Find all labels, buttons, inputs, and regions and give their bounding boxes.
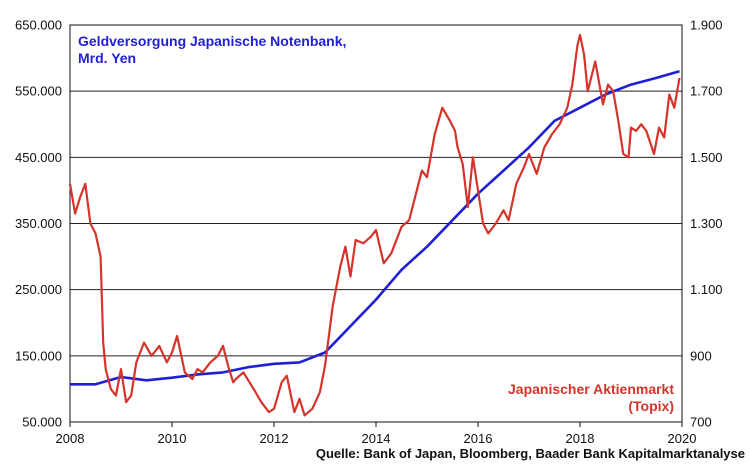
legend-money-supply-line2: Mrd. Yen — [78, 50, 136, 66]
left-tick-label: 250.000 — [15, 282, 62, 297]
left-tick-label: 650.000 — [15, 18, 62, 33]
right-axis-ticks: 700 900 1.100 1.300 1.500 1.700 1.900 — [690, 18, 723, 430]
legend-money-supply-line1: Geldversorgung Japanische Notenbank, — [78, 33, 346, 49]
left-tick-label: 450.000 — [15, 150, 62, 165]
x-tick-label: 2010 — [158, 431, 187, 446]
right-tick-label: 1.500 — [690, 150, 723, 165]
x-tick-label: 2012 — [260, 431, 289, 446]
right-tick-label: 1.300 — [690, 216, 723, 231]
left-tick-label: 550.000 — [15, 84, 62, 99]
x-tick-label: 2016 — [464, 431, 493, 446]
right-tick-label: 1.700 — [690, 84, 723, 99]
x-tick-label: 2008 — [56, 431, 85, 446]
left-tick-label: 150.000 — [15, 348, 62, 363]
legend-topix-line1: Japanischer Aktienmarkt — [508, 381, 674, 397]
source-note: Quelle: Bank of Japan, Bloomberg, Baader… — [316, 446, 745, 461]
left-tick-label: 350.000 — [15, 216, 62, 231]
x-tick-label: 2014 — [362, 431, 391, 446]
series-line-money-supply — [70, 70, 680, 386]
series-line-topix — [68, 33, 681, 417]
right-tick-label: 700 — [690, 415, 712, 430]
x-axis-ticks: 2008 2010 2012 2014 2016 2018 2020 — [56, 422, 697, 446]
right-tick-label: 1.100 — [690, 282, 723, 297]
x-tick-label: 2018 — [566, 431, 595, 446]
left-tick-label: 50.000 — [22, 415, 62, 430]
right-tick-label: 900 — [690, 348, 712, 363]
x-tick-label: 2020 — [668, 431, 697, 446]
legend-topix-line2: (Topix) — [628, 398, 674, 414]
right-tick-label: 1.900 — [690, 18, 723, 33]
left-axis-ticks: 50.000 150.000 250.000 350.000 450.000 550.00… — [15, 18, 62, 430]
